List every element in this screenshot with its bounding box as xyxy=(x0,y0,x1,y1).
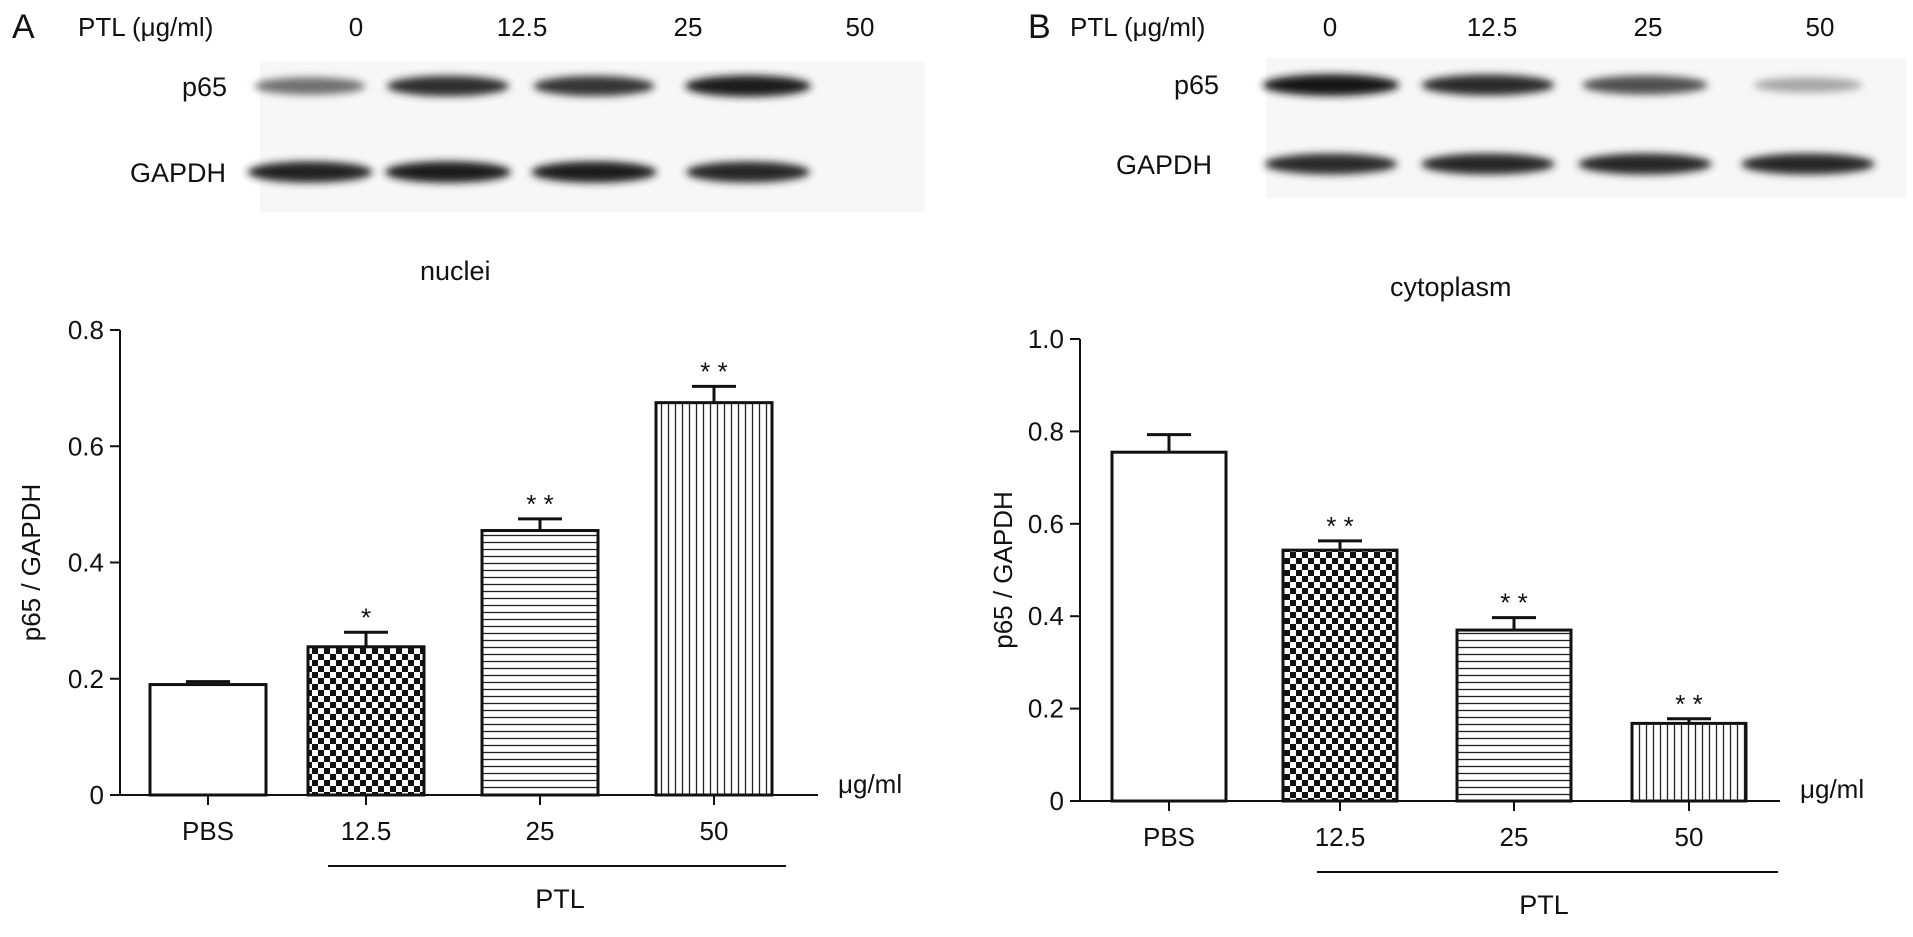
bar xyxy=(1281,548,1399,803)
y-tick-label: 0.4 xyxy=(68,548,104,578)
bar xyxy=(1110,450,1228,803)
bar xyxy=(1455,628,1573,803)
blot-band xyxy=(1753,77,1863,93)
header-label: PTL (μg/ml) xyxy=(1070,12,1206,42)
significance-marker: * * xyxy=(700,356,727,386)
header-label: PTL (μg/ml) xyxy=(78,12,214,42)
blot-band xyxy=(684,75,812,97)
blot-band xyxy=(384,161,512,183)
western-blot-and-bar-chart: 0 0.2 0.4 0.6 0.8 p65 / GAPDH μg/ml PBS * 12.5 * *… xyxy=(16,62,925,914)
bar-plot: 0 0.2 0.4 0.6 0.8 1.0 p65 / GAPDH μg/ml PBS * * 12… xyxy=(988,324,1864,920)
x-tick-label: 25 xyxy=(1500,822,1529,852)
bar xyxy=(480,529,600,797)
significance-marker: * * xyxy=(1675,689,1702,719)
x-tick-label: 12.5 xyxy=(1315,822,1366,852)
blot-band xyxy=(533,75,655,97)
panel-b: B PTL (μg/ml) 0 12.5 25 50 p65 GAPDH cyt… xyxy=(978,0,1913,937)
y-tick-label: 0.8 xyxy=(68,315,104,345)
lane-label: 0 xyxy=(348,12,364,42)
blot-band xyxy=(1421,153,1555,175)
blot-band xyxy=(1262,74,1400,96)
blot-band xyxy=(685,161,811,183)
x-tick-label: PBS xyxy=(182,816,234,846)
x-tick-label: 25 xyxy=(526,816,555,846)
western-blot-and-bar-chart: 0 0.2 0.4 0.6 0.8 1.0 p65 / GAPDH μg/ml PBS * * 12… xyxy=(988,58,1906,920)
blot-band xyxy=(1421,74,1555,96)
group-label: PTL xyxy=(1519,890,1569,920)
panel-letter: B xyxy=(1028,8,1051,46)
y-tick-label: 1.0 xyxy=(1028,324,1064,354)
blot-row-label: GAPDH xyxy=(1116,150,1213,180)
y-axis-label: p65 / GAPDH xyxy=(16,484,46,642)
x-tick-label: 50 xyxy=(1675,822,1704,852)
panel-a: A PTL (μg/ml) 0 12.5 25 50 p65 GAPDH nuc… xyxy=(0,0,956,937)
y-tick-label: 0.6 xyxy=(1028,509,1064,539)
blot-band xyxy=(1582,75,1708,95)
panel-letter: A xyxy=(12,8,35,46)
y-tick-label: 0.4 xyxy=(1028,601,1064,631)
blot-band xyxy=(531,161,657,183)
x-tick-label: 12.5 xyxy=(341,816,392,846)
x-unit-label: μg/ml xyxy=(1800,774,1864,804)
blot-band xyxy=(247,161,373,183)
y-tick-label: 0.2 xyxy=(1028,694,1064,724)
significance-marker: * * xyxy=(1326,511,1353,541)
western-blot xyxy=(1262,58,1906,198)
significance-marker: * * xyxy=(1500,588,1527,618)
bar xyxy=(654,401,774,797)
group-label: PTL xyxy=(535,884,585,914)
lane-label: 0 xyxy=(1322,12,1338,42)
y-tick-label: 0.2 xyxy=(68,664,104,694)
blot-band xyxy=(254,77,366,95)
lane-label: 12.5 xyxy=(496,12,548,42)
significance-marker: * xyxy=(361,602,371,632)
blot-band xyxy=(1741,153,1875,175)
blot-band xyxy=(386,75,510,97)
blot-band xyxy=(1264,153,1398,175)
blot-row-label: p65 xyxy=(1174,70,1220,100)
region-label: cytoplasm xyxy=(1390,272,1512,302)
lane-label: 50 xyxy=(1805,12,1835,42)
bar xyxy=(306,645,426,797)
y-tick-label: 0.6 xyxy=(68,431,104,461)
y-tick-label: 0 xyxy=(1050,786,1064,816)
y-axis-label: p65 / GAPDH xyxy=(988,491,1018,649)
blot-band xyxy=(1578,153,1712,175)
lane-label: 25 xyxy=(1633,12,1663,42)
blot-row-label: GAPDH xyxy=(130,158,227,188)
lane-label: 50 xyxy=(845,12,875,42)
blot-row-label: p65 xyxy=(182,72,228,102)
y-tick-label: 0.8 xyxy=(1028,416,1064,446)
bar-plot: 0 0.2 0.4 0.6 0.8 p65 / GAPDH μg/ml PBS * 12.5 * *… xyxy=(16,315,902,914)
significance-marker: * * xyxy=(526,489,553,519)
lane-label: 25 xyxy=(673,12,703,42)
bar xyxy=(1630,721,1748,803)
x-tick-label: PBS xyxy=(1143,822,1195,852)
region-label: nuclei xyxy=(420,256,491,286)
bar xyxy=(148,683,268,797)
y-tick-label: 0 xyxy=(90,780,104,810)
lane-label: 12.5 xyxy=(1466,12,1518,42)
western-blot xyxy=(247,62,925,212)
x-unit-label: μg/ml xyxy=(838,769,902,799)
x-tick-label: 50 xyxy=(700,816,729,846)
